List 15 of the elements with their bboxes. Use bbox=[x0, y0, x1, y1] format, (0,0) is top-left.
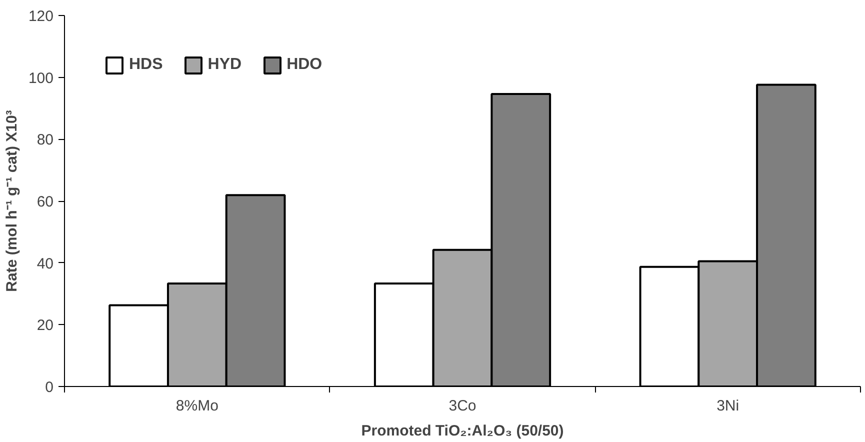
y-tick-label: 80 bbox=[36, 132, 54, 149]
y-tick-label: 120 bbox=[28, 8, 54, 25]
x-axis-title: Promoted TiO₂:Al₂O₃ (50/50) bbox=[361, 422, 564, 440]
x-tick-label: 8%Mo bbox=[176, 398, 218, 414]
y-tick-label: 60 bbox=[36, 194, 54, 210]
y-tick-label: 40 bbox=[36, 255, 54, 272]
legend-label: HYD bbox=[208, 56, 242, 74]
x-tick-label: 3Ni bbox=[716, 398, 740, 414]
legend-label: HDS bbox=[129, 56, 163, 74]
y-tick-label: 20 bbox=[36, 317, 54, 334]
y-axis-title: Rate (mol h⁻¹ g⁻¹ cat) X10³ bbox=[3, 110, 20, 292]
x-tick-label: 3Co bbox=[448, 398, 476, 414]
y-tick-label: 0 bbox=[45, 379, 54, 396]
y-tick-label: 100 bbox=[28, 70, 54, 87]
legend-label: HDO bbox=[286, 56, 322, 74]
